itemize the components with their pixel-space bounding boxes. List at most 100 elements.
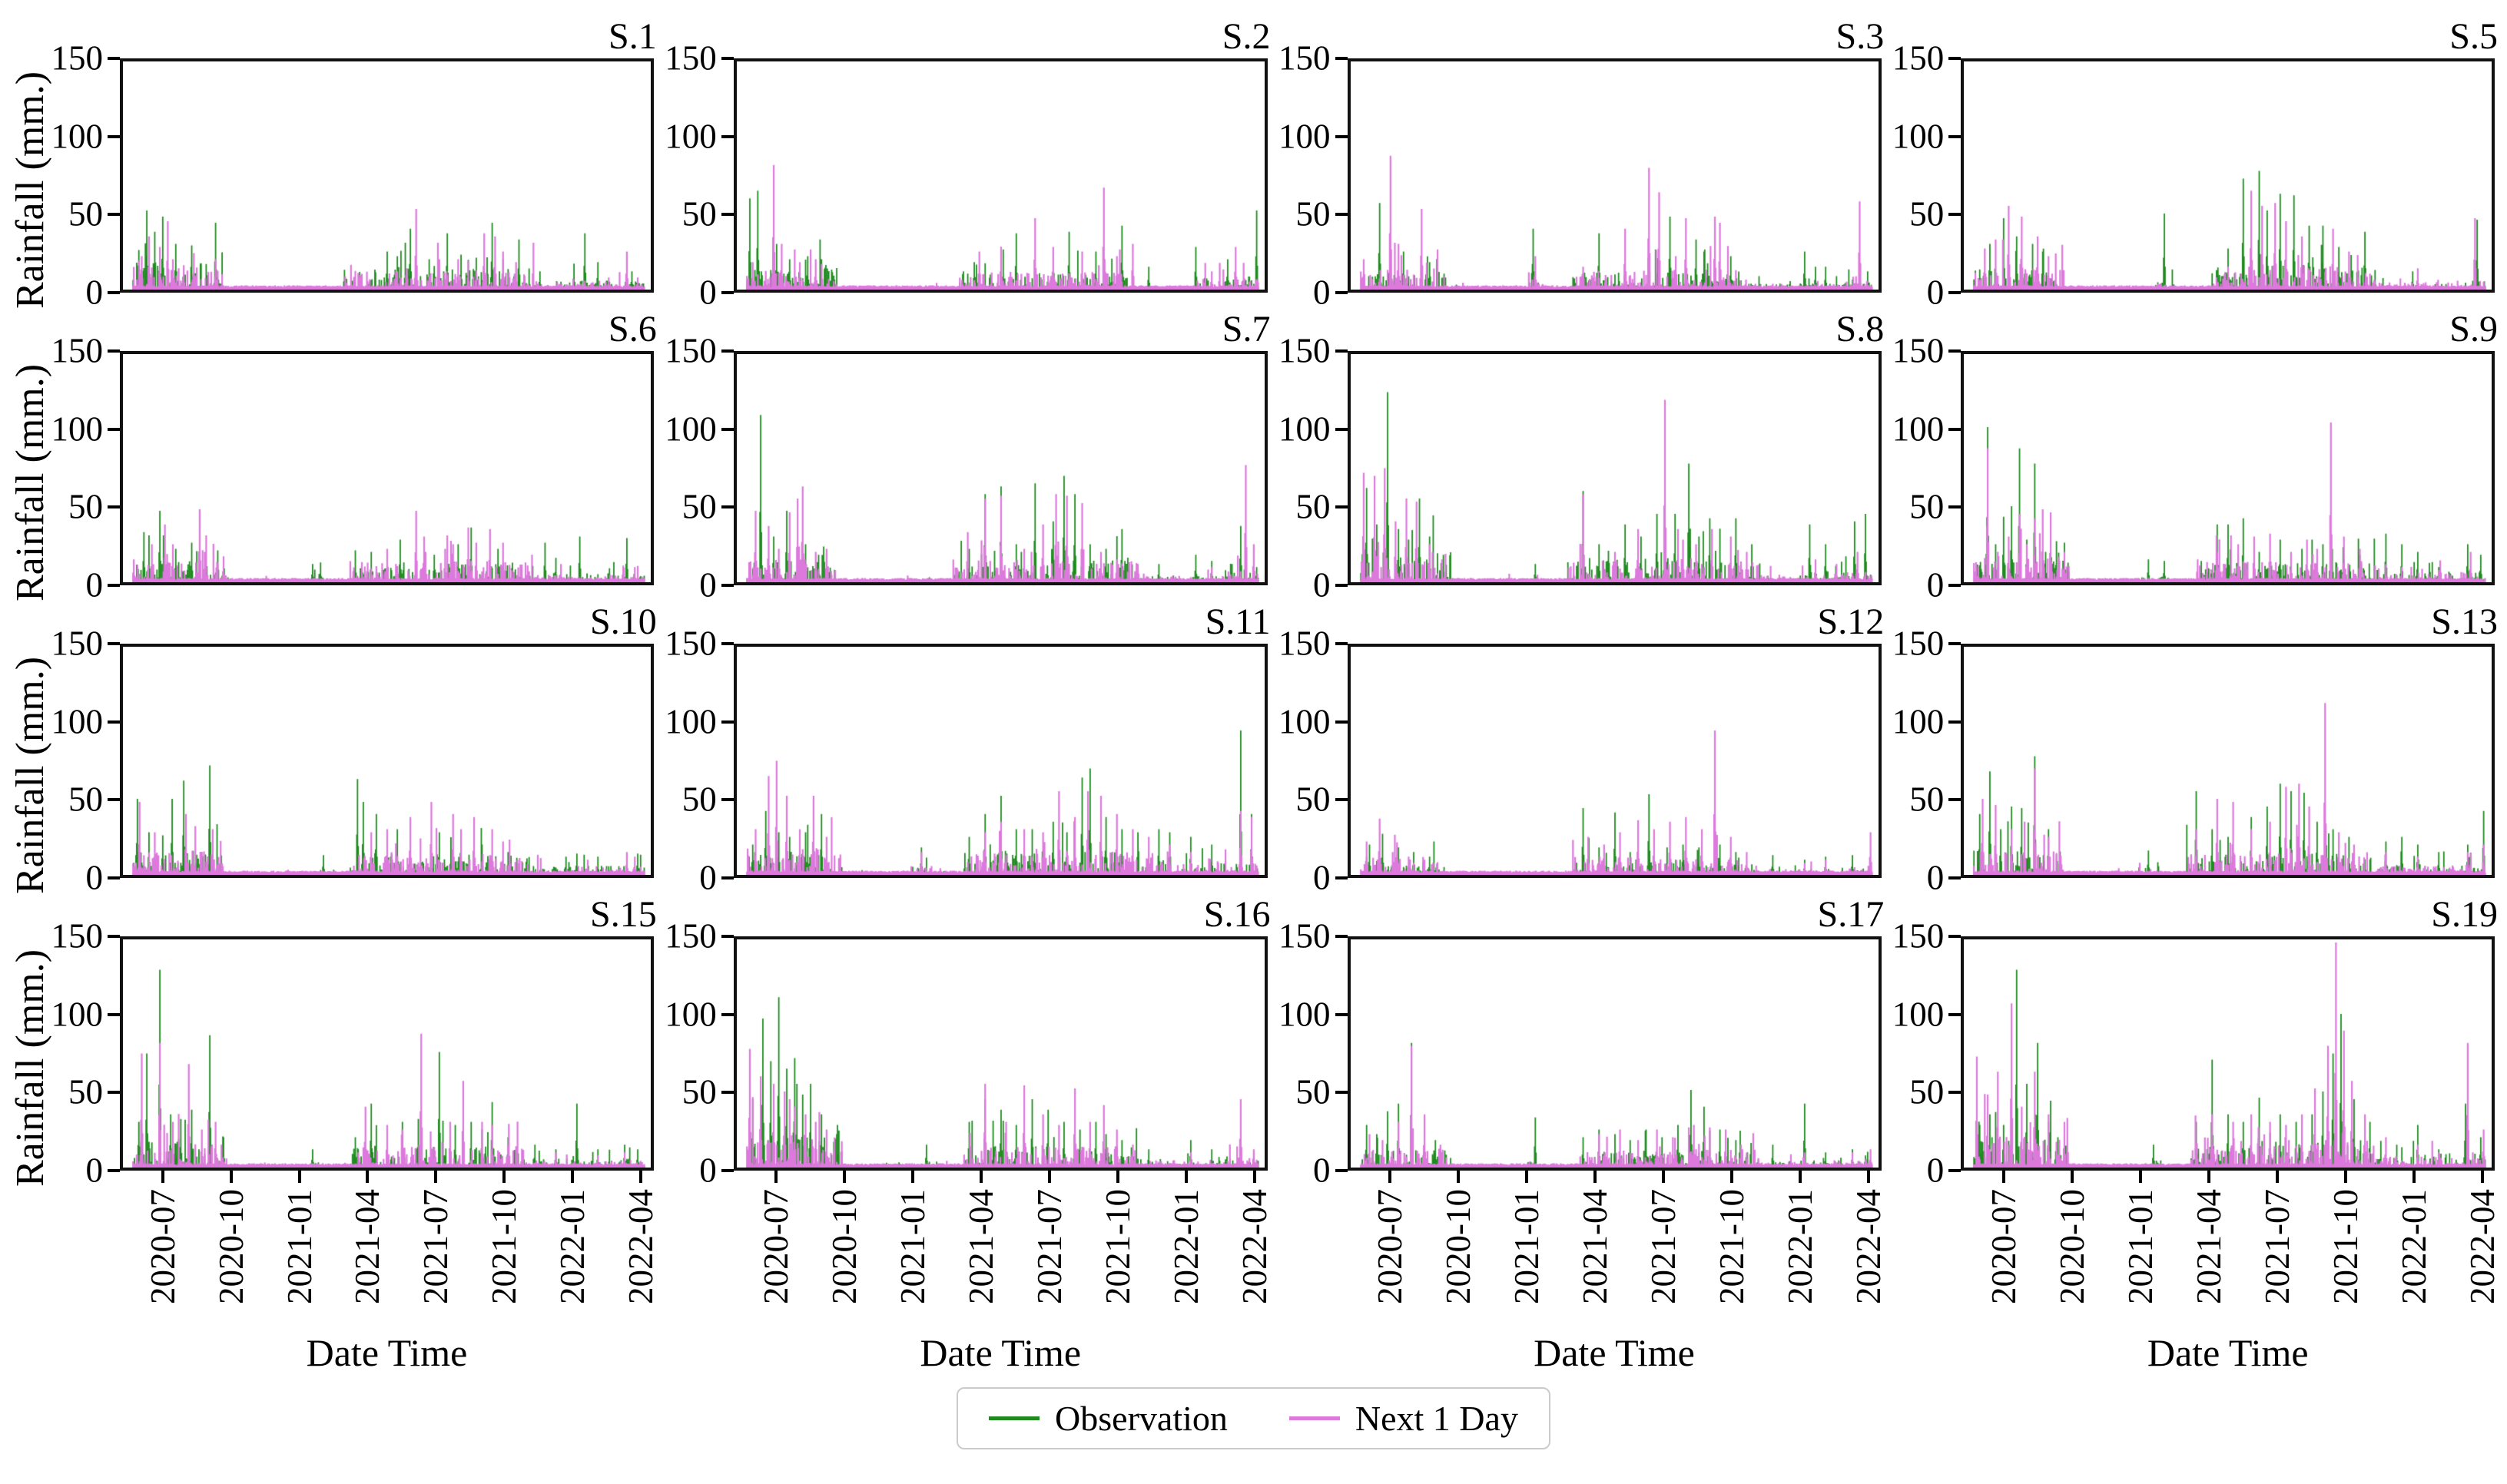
subplot-title: S.1	[609, 16, 657, 57]
y-tick-mark	[1335, 876, 1348, 879]
chart-canvas-s12	[1350, 647, 1879, 875]
x-tick-mark	[1525, 1171, 1529, 1183]
y-tick-label: 100	[1278, 995, 1331, 1034]
y-axis: 0 50 100 150	[663, 41, 734, 310]
chart-canvas-s11	[736, 647, 1265, 875]
subplot-title: S.19	[2431, 894, 2498, 935]
x-tick-label: 2021-01	[2121, 1189, 2160, 1304]
y-tick-label: 150	[1278, 624, 1331, 663]
y-tick-mark	[108, 213, 120, 217]
y-tick-label: 100	[1892, 117, 1945, 156]
chart-canvas-s15	[123, 939, 651, 1168]
x-tick-label: 2021-01	[894, 1189, 933, 1304]
subplot-s11: S.11 0 50 100 150	[663, 601, 1272, 895]
x-tick-label: 2022-04	[1235, 1189, 1275, 1304]
chart-canvas-s10	[123, 647, 651, 875]
legend-label-next1day: Next 1 Day	[1355, 1399, 1518, 1438]
x-tick-label: 2021-10	[2326, 1189, 2365, 1304]
subplot-s19: S.19 0 50 100 150 2020-07 2020-10 2021-01 2021-0…	[1890, 893, 2502, 1375]
y-tick-mark	[108, 1169, 120, 1172]
y-tick-label: 50	[68, 487, 103, 526]
y-tick-label: 0	[699, 273, 717, 312]
x-tick-label: 2021-10	[1712, 1189, 1751, 1304]
subplot-title: S.7	[1222, 309, 1271, 349]
subplot-s10: S.10 Rainfall (mm.) 0 50 100 150	[8, 601, 658, 895]
chart-canvas-s8	[1350, 354, 1879, 582]
y-axis-label: Rainfall (mm.)	[8, 949, 52, 1187]
x-tick-label: 2022-01	[553, 1189, 592, 1304]
x-tick-mark	[2480, 1171, 2484, 1183]
plot-area	[733, 58, 1268, 293]
chart-canvas-s5	[1964, 61, 2492, 290]
subplot-s15: S.15 Rainfall (mm.) 0 50 100 150 2020-07 2020-1…	[8, 893, 660, 1375]
y-tick-mark	[1335, 798, 1348, 802]
subplot-title: S.9	[2449, 309, 2498, 349]
y-tick-label: 0	[85, 858, 104, 897]
y-tick-mark	[721, 584, 734, 587]
x-axis-label: Date Time	[306, 1331, 468, 1374]
y-tick-label: 150	[665, 38, 717, 78]
y-tick-label: 50	[681, 1072, 717, 1111]
y-tick-label: 50	[1295, 194, 1331, 234]
x-tick-label: 2021-10	[485, 1189, 524, 1304]
chart-canvas-s7	[736, 354, 1265, 582]
y-tick-label: 100	[1278, 409, 1331, 449]
x-tick-mark	[2412, 1171, 2416, 1183]
y-tick-mark	[108, 291, 120, 294]
x-tick-mark	[2343, 1171, 2347, 1183]
y-tick-label: 0	[1926, 1151, 1945, 1190]
y-axis: 0 50 100 150	[1277, 41, 1348, 310]
plot-area	[733, 644, 1268, 878]
subplot-grid: S.1 Rainfall (mm.) 0 50 100 150 S.2 0 50 100 150 S.…	[8, 15, 2502, 1375]
x-tick-mark	[1798, 1171, 1802, 1183]
y-tick-mark	[1335, 1012, 1348, 1016]
y-tick-label: 0	[699, 858, 717, 897]
x-tick-label: 2022-01	[1167, 1189, 1206, 1304]
y-tick-mark	[1335, 720, 1348, 724]
x-tick-label: 2020-10	[2052, 1189, 2091, 1304]
y-tick-label: 0	[1926, 273, 1945, 312]
y-tick-label: 50	[1295, 780, 1331, 819]
x-tick-mark	[1116, 1171, 1120, 1183]
y-axis-label: Rainfall (mm.)	[8, 71, 52, 309]
y-tick-label: 50	[681, 194, 717, 234]
y-axis: 0 50 100 150	[663, 919, 734, 1188]
x-tick-label: 2021-07	[1030, 1189, 1069, 1304]
subplot-s9: S.9 0 50 100 150	[1890, 308, 2499, 602]
subplot-s3: S.3 0 50 100 150	[1277, 15, 1886, 310]
y-tick-label: 50	[68, 1072, 103, 1111]
y-tick-label: 150	[51, 331, 104, 370]
y-tick-label: 100	[51, 409, 104, 449]
rainfall-figure: S.1 Rainfall (mm.) 0 50 100 150 S.2 0 50 100 150 S.…	[8, 15, 2502, 1449]
y-tick-mark	[1948, 134, 1961, 138]
subplot-title: S.17	[1817, 894, 1885, 935]
y-tick-mark	[1335, 291, 1348, 294]
y-tick-label: 0	[85, 273, 104, 312]
y-tick-label: 100	[1892, 995, 1945, 1034]
x-tick-label: 2020-07	[143, 1189, 182, 1304]
subplot-s16: S.16 0 50 100 150 2020-07 2020-10 2021-01 2021-0…	[663, 893, 1275, 1375]
subplot-title: S.3	[1835, 16, 1885, 57]
y-tick-label: 0	[1926, 565, 1945, 605]
y-tick-label: 100	[665, 409, 717, 449]
x-tick-label: 2020-10	[211, 1189, 250, 1304]
x-tick-label: 2021-04	[2189, 1189, 2228, 1304]
x-tick-label: 2020-07	[1984, 1189, 2023, 1304]
chart-canvas-s2	[736, 61, 1265, 290]
y-tick-label: 50	[681, 780, 717, 819]
y-tick-mark	[1948, 798, 1961, 802]
y-tick-mark	[1335, 935, 1348, 938]
y-axis: 0 50 100 150	[1277, 919, 1348, 1188]
y-tick-label: 100	[51, 117, 104, 156]
y-tick-label: 0	[1313, 565, 1331, 605]
x-tick-label: 2021-07	[416, 1189, 456, 1304]
x-tick-mark	[2001, 1171, 2005, 1183]
plot-area	[120, 351, 654, 585]
y-tick-label: 150	[1892, 331, 1945, 370]
plot-area	[120, 58, 654, 293]
x-tick-mark	[1048, 1171, 1052, 1183]
y-tick-label: 50	[681, 487, 717, 526]
y-tick-label: 150	[1892, 38, 1945, 78]
y-axis-label: Rainfall (mm.)	[8, 656, 52, 894]
y-tick-mark	[721, 505, 734, 509]
